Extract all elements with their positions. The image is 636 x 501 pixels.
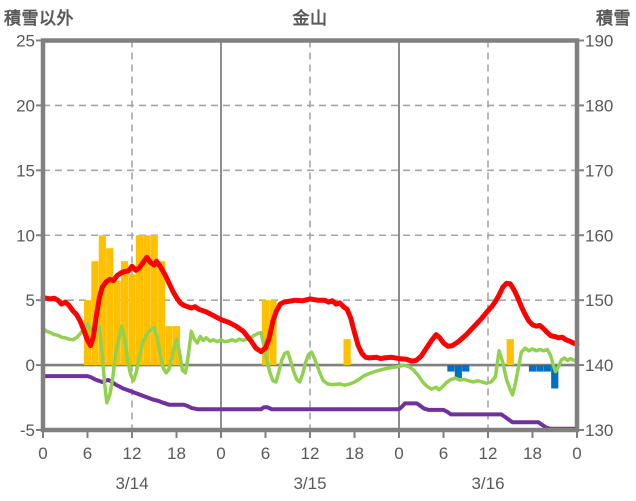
blue-bar (447, 365, 455, 372)
orange-bar (128, 274, 136, 366)
right-tick-label: 160 (585, 226, 613, 245)
left-tick-label: 25 (16, 32, 35, 51)
right-tick-label: 180 (585, 96, 613, 115)
blue-bar (551, 365, 559, 389)
orange-bar (98, 235, 106, 366)
left-tick-label: 10 (16, 226, 35, 245)
right-tick-label: 150 (585, 291, 613, 310)
date-label: 3/15 (293, 474, 326, 493)
green-line (41, 321, 579, 405)
hour-tick-label: 12 (123, 444, 142, 463)
right-axis-title: 積雪 (596, 9, 631, 28)
orange-bar (269, 300, 277, 366)
blue-bar (528, 365, 537, 372)
right-tick-label: 170 (585, 161, 613, 180)
hour-tick-label: 12 (479, 444, 498, 463)
blue-bar (454, 365, 462, 379)
hour-tick-label: 6 (439, 444, 448, 463)
hour-tick-label: 0 (38, 444, 47, 463)
left-tick-label: 0 (26, 356, 35, 375)
orange-bar (120, 261, 129, 366)
plot-border (40, 38, 580, 433)
left-tick-label: -5 (20, 421, 35, 440)
orange-bar (106, 248, 114, 366)
right-tick-label: 130 (585, 421, 613, 440)
hour-tick-label: 6 (83, 444, 92, 463)
hour-tick-label: 0 (394, 444, 403, 463)
blue-bar (536, 365, 544, 372)
orange-bar (506, 339, 514, 366)
orange-bar (83, 300, 92, 366)
right-tick-label: 140 (585, 356, 613, 375)
hour-tick-label: 18 (523, 444, 542, 463)
date-label: 3/14 (115, 474, 148, 493)
chart-title: 金山 (292, 9, 328, 28)
orange-bar (135, 235, 144, 366)
left-tick-label: 5 (26, 291, 35, 310)
orange-bar (150, 235, 158, 366)
hour-tick-label: 0 (216, 444, 225, 463)
left-tick-label: 15 (16, 161, 35, 180)
orange-bar (165, 326, 173, 366)
hour-tick-label: 12 (301, 444, 320, 463)
blue-bar (543, 365, 551, 372)
hour-tick-label: 18 (345, 444, 364, 463)
right-tick-label: 190 (585, 32, 613, 51)
date-label: 3/16 (471, 474, 504, 493)
hour-tick-label: 6 (261, 444, 270, 463)
orange-bar (113, 280, 121, 366)
orange-bar (143, 235, 151, 366)
orange-bar (261, 300, 270, 366)
hour-tick-label: 0 (572, 444, 581, 463)
red-line (40, 254, 580, 364)
hour-tick-label: 18 (167, 444, 186, 463)
orange-bar (343, 339, 351, 366)
left-axis-title: 積雪以外 (4, 9, 74, 28)
left-tick-label: 20 (16, 96, 35, 115)
blue-bar (462, 365, 470, 372)
orange-bar (158, 261, 166, 366)
